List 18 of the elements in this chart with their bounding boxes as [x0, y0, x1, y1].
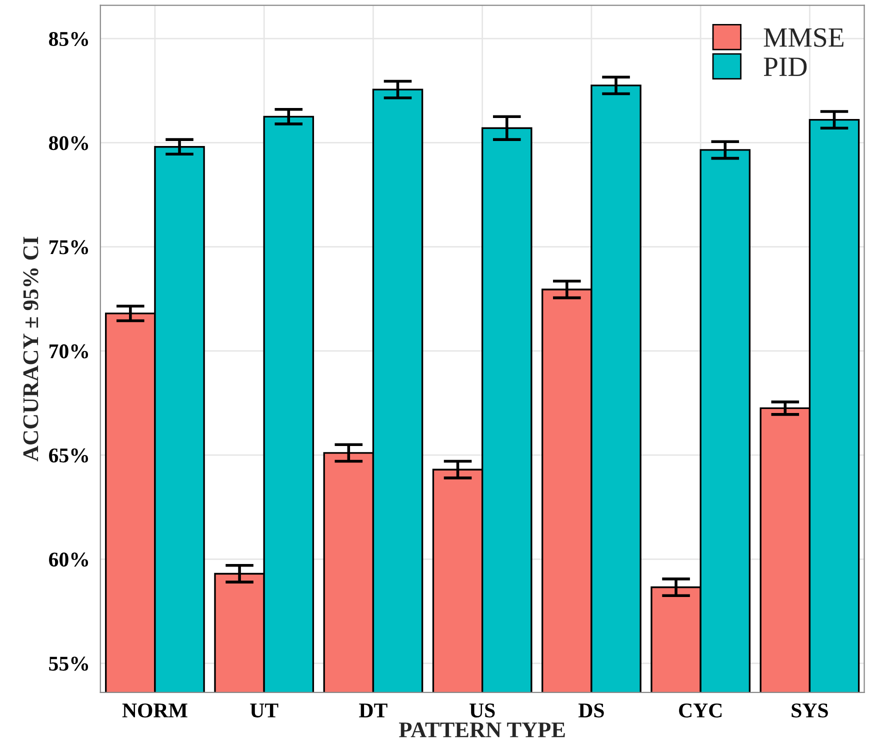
- y-tick-label: 75%: [50, 240, 88, 254]
- x-tick-label: UT: [250, 704, 278, 718]
- legend-label: PID: [764, 58, 807, 76]
- y-axis-title: ACCURACY ± 95% CI: [23, 236, 38, 462]
- y-tick-label: 70%: [50, 344, 88, 358]
- x-tick-label: CYC: [679, 704, 722, 718]
- x-tick-label: DS: [578, 704, 604, 718]
- x-axis-title: PATTERN TYPE: [399, 722, 565, 738]
- y-tick-label: 65%: [49, 448, 88, 463]
- x-tick-label: US: [470, 704, 495, 718]
- y-tick-label: 80%: [49, 136, 88, 150]
- legend-label: MMSE: [764, 28, 844, 47]
- x-tick-label: SYS: [792, 704, 828, 718]
- y-tick-label: 85%: [49, 32, 88, 46]
- y-tick-label: 60%: [49, 552, 88, 567]
- y-tick-label: 55%: [49, 656, 88, 671]
- x-tick-label: DT: [359, 704, 388, 718]
- x-tick-label: NORM: [122, 704, 188, 718]
